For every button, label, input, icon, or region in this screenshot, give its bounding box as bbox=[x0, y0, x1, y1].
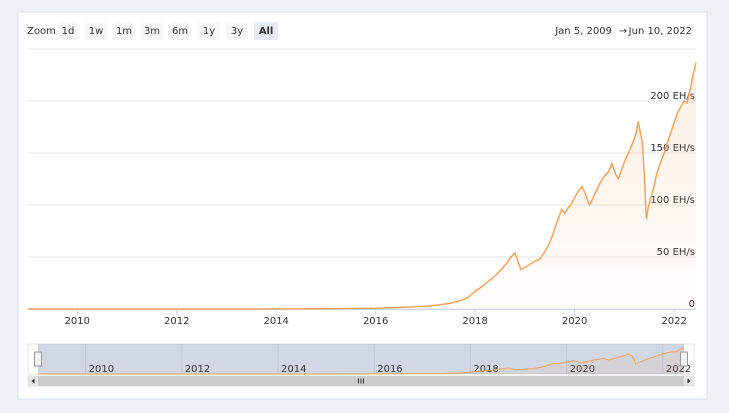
navigator-handles[interactable] bbox=[34, 351, 688, 367]
range-selector: Zoom 1d 1w 1m 3m 6m 1y 3y All Jan 5, 2009 → Jun 10,… bbox=[27, 22, 692, 40]
navigator-label: 2012 bbox=[185, 364, 210, 375]
arrow-left bbox=[31, 378, 35, 384]
handle-right[interactable] bbox=[680, 351, 688, 367]
area bbox=[38, 347, 684, 374]
scrollbar[interactable] bbox=[27, 375, 695, 387]
navigator-label: 2018 bbox=[473, 364, 498, 375]
x-tick-label: 2018 bbox=[462, 316, 487, 327]
x-tick-label: 2020 bbox=[562, 316, 587, 327]
navigator-label: 2020 bbox=[570, 364, 595, 375]
zoom-button[interactable] bbox=[113, 22, 135, 40]
navigator-mask bbox=[38, 344, 684, 374]
navigator: 2010 2012 2014 2016 2018 2020 2022 bbox=[27, 343, 695, 375]
zoom-button-label[interactable]: 1d bbox=[62, 26, 75, 37]
zoom-button-label[interactable]: All bbox=[259, 26, 274, 37]
navigator-label: 2010 bbox=[89, 364, 114, 375]
grip bbox=[358, 378, 364, 384]
arrow-right bbox=[687, 378, 691, 384]
zoom-button[interactable] bbox=[226, 22, 248, 40]
zoom-button[interactable] bbox=[141, 22, 163, 40]
date-from[interactable]: Jan 5, 2009 bbox=[554, 26, 612, 37]
zoom-button[interactable] bbox=[254, 22, 278, 40]
zoom-button-label[interactable]: 3y bbox=[231, 26, 243, 37]
navigator-label: 2022 bbox=[666, 364, 691, 375]
date-arrow: → bbox=[619, 26, 627, 37]
zoom-button-label[interactable]: 1m bbox=[116, 26, 132, 37]
zoom-button[interactable] bbox=[57, 22, 79, 40]
zoom-button[interactable] bbox=[198, 22, 220, 40]
zoom-button[interactable] bbox=[85, 22, 107, 40]
zoom-button[interactable] bbox=[169, 22, 191, 40]
zoom-button-label[interactable]: 1w bbox=[89, 26, 104, 37]
x-tick-label: 2012 bbox=[164, 316, 189, 327]
date-to[interactable]: Jun 10, 2022 bbox=[628, 26, 692, 37]
line bbox=[28, 62, 697, 310]
zoom-button-label[interactable]: 6m bbox=[172, 26, 188, 37]
x-tick-label: 2022 bbox=[661, 316, 686, 327]
zoom-label: Zoom bbox=[27, 26, 56, 37]
plot: 050 EH/s100 EH/s150 EH/s200 EH/s20102012… bbox=[28, 48, 697, 327]
x-tick-label: 2010 bbox=[65, 316, 90, 327]
y-tick-label: 200 EH/s bbox=[650, 91, 695, 102]
handle-left[interactable] bbox=[34, 351, 42, 367]
x-tick-label: 2014 bbox=[263, 316, 288, 327]
zoom-button-label[interactable]: 3m bbox=[144, 26, 160, 37]
x-tick-label: 2016 bbox=[363, 316, 388, 327]
zoom-button-label[interactable]: 1y bbox=[203, 26, 215, 37]
area bbox=[28, 62, 696, 309]
navigator-label: 2016 bbox=[377, 364, 402, 375]
navigator-label: 2014 bbox=[281, 364, 306, 375]
line bbox=[38, 347, 685, 375]
